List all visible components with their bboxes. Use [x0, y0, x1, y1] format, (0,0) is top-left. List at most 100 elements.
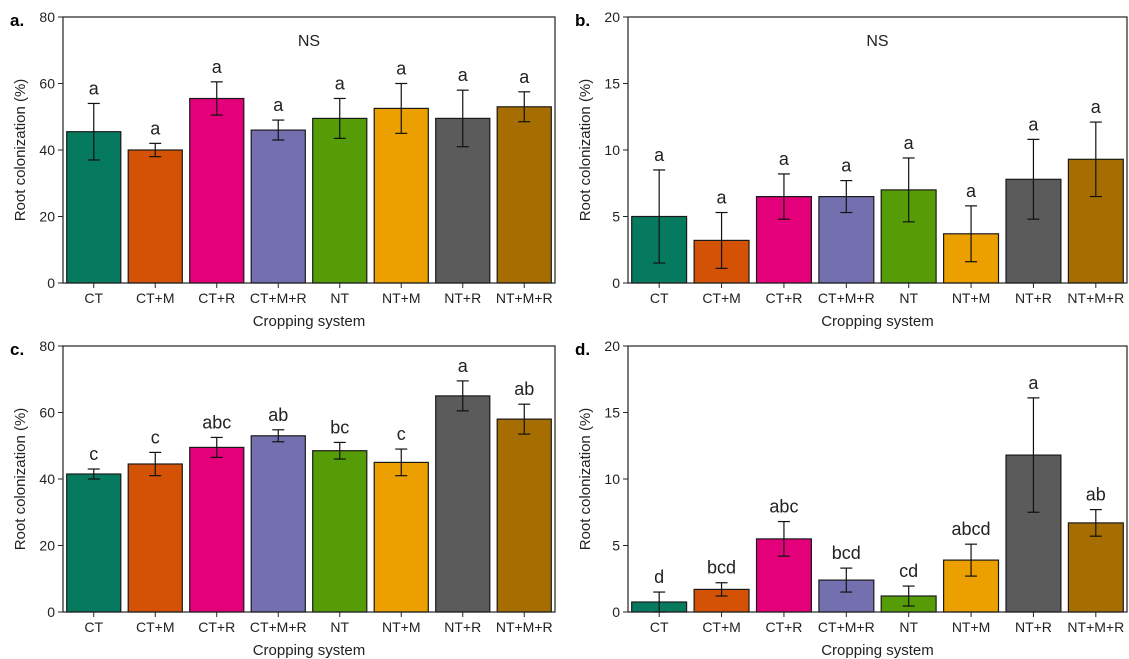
y-tick-label: 20 [39, 209, 55, 225]
bar-ct-r [189, 97, 245, 284]
x-axis-label: Cropping system [821, 313, 934, 330]
x-axis-label: Cropping system [821, 642, 934, 659]
y-tick-label: 10 [604, 142, 620, 158]
significance-letter: c [151, 427, 160, 447]
x-tick-label: CT+M+R [818, 290, 875, 306]
bar-nt-m [373, 107, 429, 284]
bar-ct-r [189, 446, 245, 613]
x-axis-label: Cropping system [253, 642, 366, 659]
x-tick-label: NT+M [382, 290, 421, 306]
x-axis-label: Cropping system [253, 313, 366, 330]
significance-letter: abc [202, 412, 231, 432]
y-tick-label: 15 [604, 76, 620, 92]
y-tick-label: 60 [39, 405, 55, 421]
panel-label: b. [575, 11, 590, 30]
significance-letter: a [779, 149, 790, 169]
x-tick-label: NT+R [1015, 290, 1052, 306]
significance-letter: abc [769, 497, 798, 517]
x-tick-label: CT+R [198, 619, 235, 635]
chart-title: NS [298, 33, 320, 50]
y-tick-label: 20 [604, 338, 620, 354]
significance-letter: a [150, 118, 161, 138]
significance-letter: a [458, 356, 469, 376]
bar-nt [312, 117, 368, 284]
y-axis-label: Root colonization (%) [577, 79, 594, 222]
significance-letter: a [396, 59, 407, 79]
panel-label: a. [10, 11, 24, 30]
significance-letter: ab [1086, 485, 1106, 505]
y-axis-label: Root colonization (%) [577, 408, 594, 551]
y-tick-label: 20 [604, 9, 620, 25]
y-tick-label: 0 [612, 604, 620, 620]
x-tick-label: CT+M [136, 619, 175, 635]
chart-panel-3: c CT c CT+M abc CT+R ab CT+M+R bc NT c NT+M a NT+R ab N… [10, 338, 556, 659]
y-tick-label: 80 [39, 9, 55, 25]
significance-letter: a [717, 188, 728, 208]
chart-title: NS [866, 33, 888, 50]
x-tick-label: NT [330, 619, 349, 635]
bar-ct-m [127, 149, 183, 284]
y-tick-label: 40 [39, 471, 55, 487]
significance-letter: a [1028, 373, 1039, 393]
y-tick-label: 20 [39, 538, 55, 554]
x-tick-label: CT [84, 619, 103, 635]
significance-letter: a [273, 95, 284, 115]
significance-letter: bc [330, 417, 349, 437]
x-tick-label: CT+R [198, 290, 235, 306]
x-tick-label: NT [899, 619, 918, 635]
significance-letter: a [841, 156, 852, 176]
significance-letter: a [89, 78, 100, 98]
x-tick-label: CT+R [765, 619, 802, 635]
y-tick-label: 10 [604, 471, 620, 487]
y-tick-label: 0 [47, 604, 55, 620]
significance-letter: cd [899, 561, 918, 581]
x-tick-label: CT+M+R [250, 619, 307, 635]
significance-letter: ab [514, 379, 534, 399]
y-tick-label: 5 [612, 538, 620, 554]
x-tick-label: CT+M+R [818, 619, 875, 635]
significance-letter: a [966, 181, 977, 201]
y-tick-label: 40 [39, 142, 55, 158]
significance-letter: a [654, 145, 665, 165]
significance-letter: a [212, 57, 223, 77]
significance-letter: c [89, 444, 98, 464]
x-tick-label: CT+R [765, 290, 802, 306]
x-tick-label: NT+R [444, 290, 481, 306]
x-tick-label: CT+M+R [250, 290, 307, 306]
x-tick-label: NT+M [952, 619, 991, 635]
x-tick-label: NT+M+R [496, 290, 553, 306]
y-axis-label: Root colonization (%) [12, 79, 29, 222]
x-tick-label: NT+M [382, 619, 421, 635]
chart-panel-1: a CT a CT+M a CT+R a CT+M+R a NT a NT+M a NT+R a NT+M+R… [10, 9, 556, 330]
significance-letter: abcd [952, 519, 991, 539]
significance-letter: a [335, 73, 346, 93]
bar-ct [66, 473, 122, 613]
significance-letter: d [654, 567, 664, 587]
y-tick-label: 5 [612, 209, 620, 225]
y-tick-label: 0 [47, 275, 55, 291]
bar-nt-m [373, 461, 429, 613]
significance-letter: c [397, 424, 406, 444]
x-tick-label: NT+M [952, 290, 991, 306]
bar-ct-m-r [250, 435, 306, 613]
x-tick-label: NT+M+R [1067, 290, 1124, 306]
panel-label: d. [575, 340, 590, 359]
significance-letter: a [904, 133, 915, 153]
bar-nt-r [435, 395, 491, 613]
bar-nt [312, 450, 368, 613]
bar-ct-m [127, 463, 183, 613]
x-tick-label: NT+M+R [1067, 619, 1124, 635]
panel-label: c. [10, 340, 24, 359]
chart-panel-4: d CT bcd CT+M abc CT+R bcd CT+M+R cd NT abcd NT+M a N… [575, 338, 1128, 659]
x-tick-label: CT [650, 619, 669, 635]
x-tick-label: NT [330, 290, 349, 306]
x-tick-label: CT+M [702, 619, 741, 635]
x-tick-label: NT+M+R [496, 619, 553, 635]
y-tick-label: 0 [612, 275, 620, 291]
significance-letter: a [458, 65, 469, 85]
x-tick-label: CT+M [136, 290, 175, 306]
significance-letter: bcd [832, 543, 861, 563]
significance-letter: a [1028, 114, 1039, 134]
x-tick-label: NT+R [1015, 619, 1052, 635]
